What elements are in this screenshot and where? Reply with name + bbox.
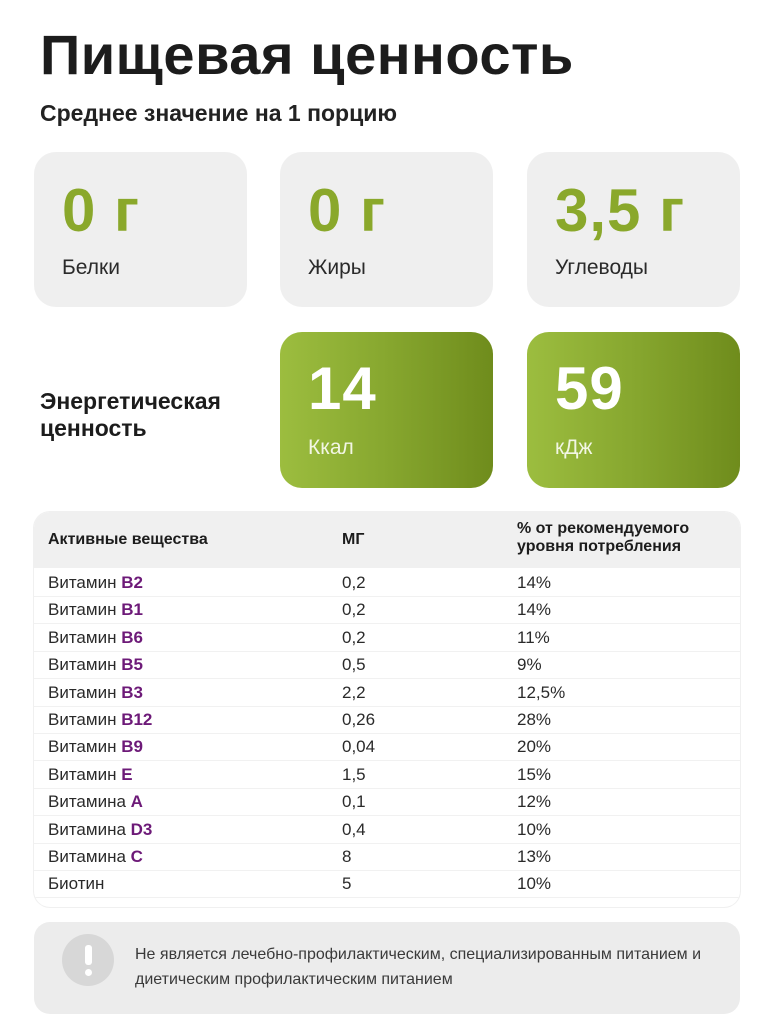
substance-name: Витамина A [48, 792, 143, 812]
percent-value: 28% [517, 710, 552, 729]
carbs-value: 3,5 г [555, 177, 686, 244]
table-row: Витамин B2 0,2 14% [34, 569, 740, 597]
protein-value: 0 г [62, 177, 141, 244]
substance-name: Витамина C [48, 847, 143, 867]
mg-value: 5 [342, 874, 352, 894]
substance-prefix: Витамина [48, 819, 131, 839]
vitamin-code: A [130, 792, 143, 812]
kcal-value: 14 [308, 355, 377, 422]
exclamation-icon [62, 934, 114, 986]
percent-value: 13% [517, 847, 552, 866]
vitamin-code: D3 [130, 819, 153, 839]
table-row: Витамин B6 0,2 11% [34, 624, 740, 652]
substance-prefix: Витамин [48, 655, 122, 675]
substance-name: Витамин B5 [48, 655, 143, 675]
table-row: Витамин B1 0,2 14% [34, 596, 740, 625]
vitamin-code: C [130, 847, 143, 866]
substance-prefix: Витамин [48, 764, 122, 784]
header-percent: % от рекомендуемого уровня потребления [517, 520, 690, 555]
vitamin-code: B9 [121, 737, 143, 757]
fat-card: 0 г Жиры [280, 152, 493, 307]
percent-value: 12,5% [517, 682, 566, 702]
mg-value: 0,2 [342, 600, 366, 620]
substance-name: Биотин [48, 874, 104, 894]
substance-name: Витамин B3 [48, 683, 143, 703]
fat-value: 0 г [308, 177, 387, 244]
vitamin-code: B6 [121, 627, 143, 647]
protein-card: 0 г Белки [34, 152, 247, 307]
substance-name: Витамин B6 [48, 628, 143, 648]
fat-label: Жиры [308, 256, 366, 279]
table-row: Витамин B3 2,2 12,5% [34, 679, 740, 707]
substance-prefix: Витамин [48, 710, 122, 729]
substance-name: Витамина D3 [48, 820, 152, 840]
mg-value: 0,2 [342, 573, 366, 592]
table-row: Витамина A 0,1 12% [34, 788, 740, 817]
table-row: Витамина D3 0,4 10% [34, 816, 740, 844]
disclaimer-text: Не является лечебно-профилактическим, сп… [135, 946, 702, 988]
mg-value: 0,5 [342, 655, 366, 675]
percent-value: 11% [517, 627, 550, 647]
table-row: Витамин B12 0,26 28% [34, 706, 740, 734]
vitamin-code: B5 [121, 655, 143, 675]
carbs-label: Углеводы [555, 256, 649, 279]
disclaimer-notice: Не является лечебно-профилактическим, сп… [34, 922, 740, 1014]
substance-prefix: Витамин [48, 627, 122, 647]
vitamin-code: E [121, 764, 133, 784]
percent-value: 10% [517, 874, 552, 894]
substance-name: Витамин B1 [48, 600, 143, 620]
kj-unit: кДж [555, 436, 593, 459]
substance-prefix: Витамин [48, 737, 122, 757]
mg-value: 1,5 [342, 764, 366, 784]
substance-name: Витамин B12 [48, 710, 152, 730]
protein-label: Белки [62, 256, 120, 279]
carbs-card: 3,5 г Углеводы [527, 152, 740, 307]
nutrients-table: Активные вещества МГ % от рекомендуемого… [34, 512, 740, 907]
kj-value: 59 [555, 355, 624, 422]
mg-value: 0,04 [342, 737, 376, 757]
header-mg: МГ [342, 531, 365, 548]
percent-value: 20% [517, 737, 552, 757]
vitamin-code: B1 [121, 600, 143, 620]
kj-card: 59 кДж [527, 332, 740, 488]
mg-value: 0,4 [342, 819, 366, 839]
table-row: Витамин E 1,5 15% [34, 761, 740, 789]
mg-value: 0,1 [342, 792, 366, 812]
mg-value: 0,26 [342, 710, 376, 729]
percent-value: 12% [517, 792, 552, 812]
header-substance: Активные вещества [48, 531, 208, 548]
table-row: Витамина C 8 13% [34, 843, 740, 871]
percent-value: 14% [517, 573, 552, 592]
mg-value: 8 [342, 847, 352, 866]
substance-name: Витамин E [48, 765, 133, 785]
vitamin-code: B12 [121, 710, 153, 729]
vitamin-code: B2 [121, 573, 143, 592]
substance-prefix: Биотин [48, 874, 105, 894]
substance-prefix: Витамин [48, 600, 122, 620]
substance-name: Витамин B9 [48, 737, 143, 757]
substance-prefix: Витамина [48, 847, 131, 866]
mg-value: 2,2 [342, 682, 366, 702]
percent-value: 15% [517, 764, 552, 784]
table-row: Витамин B5 0,5 9% [34, 651, 740, 680]
vitamin-code: B3 [121, 682, 143, 702]
substance-name: Витамин B2 [48, 573, 143, 593]
table-row: Биотин 5 10% [34, 870, 740, 899]
substance-prefix: Витамин [48, 682, 122, 702]
mg-value: 0,2 [342, 627, 366, 647]
substance-prefix: Витамина [48, 792, 131, 812]
kcal-unit: Ккал [308, 436, 354, 459]
energy-label: Энергетическая ценность [40, 388, 221, 441]
table-header: Активные вещества МГ % от рекомендуемого… [34, 512, 740, 568]
table-row: Витамин B9 0,04 20% [34, 733, 740, 762]
percent-value: 10% [517, 819, 552, 839]
substance-prefix: Витамин [48, 573, 122, 592]
percent-value: 14% [517, 600, 552, 620]
kcal-card: 14 Ккал [280, 332, 493, 488]
page-title: Пищевая ценность [40, 23, 574, 86]
percent-value: 9% [517, 655, 542, 675]
page-subtitle: Среднее значение на 1 порцию [40, 100, 397, 126]
